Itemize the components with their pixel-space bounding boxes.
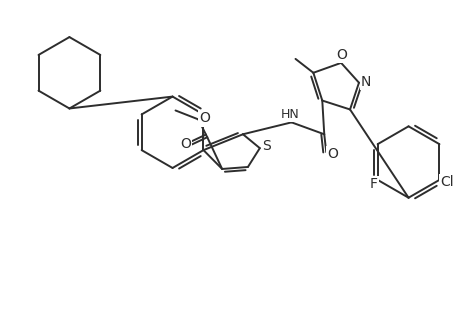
- Text: HN: HN: [281, 108, 300, 121]
- Text: O: O: [337, 48, 348, 62]
- Text: O: O: [327, 147, 338, 161]
- Text: O: O: [180, 137, 191, 151]
- Text: F: F: [370, 177, 378, 191]
- Text: S: S: [262, 139, 271, 153]
- Text: O: O: [199, 112, 210, 125]
- Text: N: N: [361, 75, 371, 89]
- Text: Cl: Cl: [441, 175, 454, 189]
